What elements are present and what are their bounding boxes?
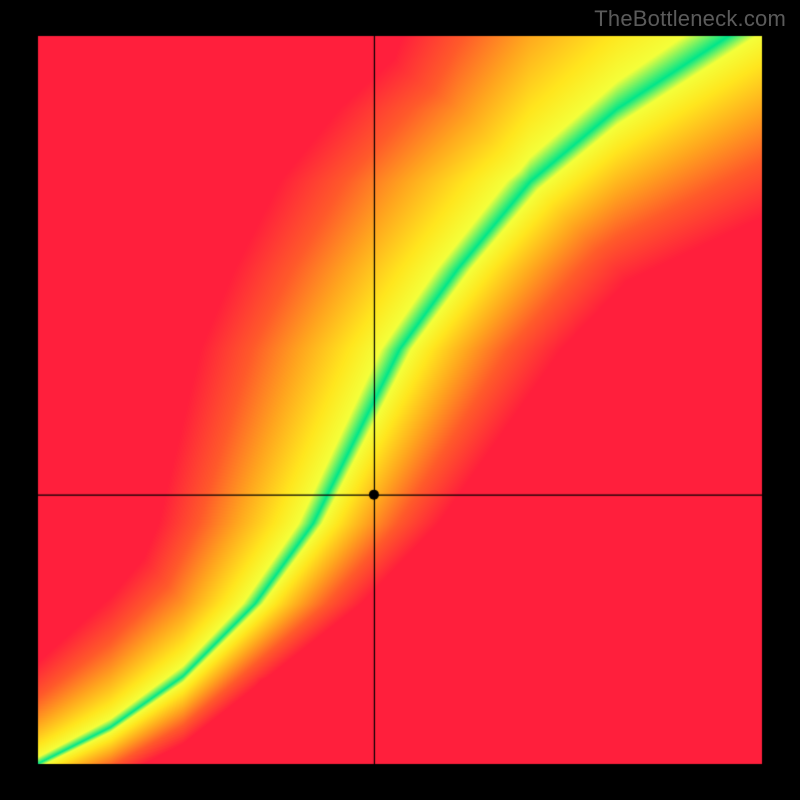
chart-container: TheBottleneck.com [0,0,800,800]
watermark-text: TheBottleneck.com [594,6,786,32]
bottleneck-heatmap [0,0,800,800]
